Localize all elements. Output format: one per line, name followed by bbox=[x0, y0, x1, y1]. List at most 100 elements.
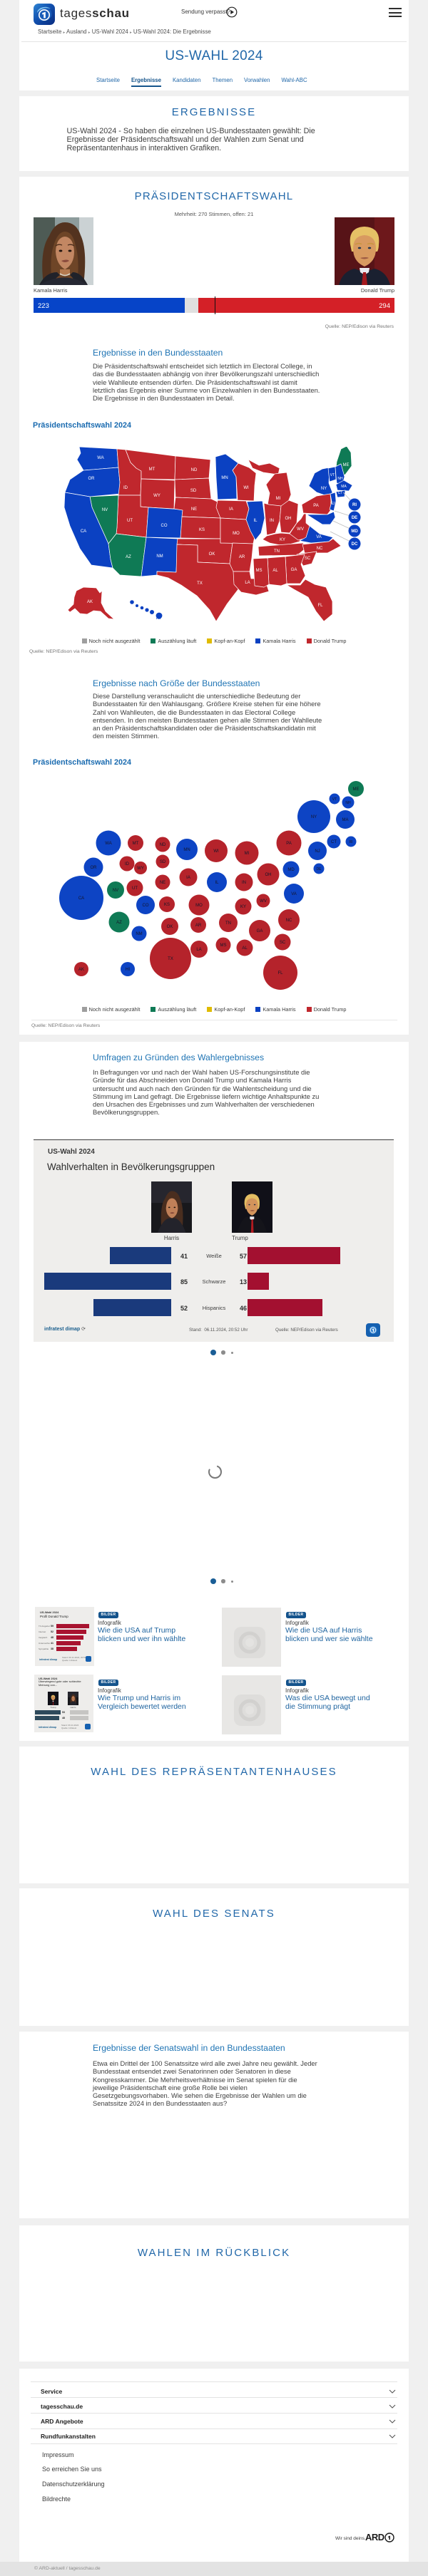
svg-text:AK: AK bbox=[78, 968, 84, 972]
svg-text:OR: OR bbox=[91, 866, 98, 870]
svg-text:PA: PA bbox=[286, 842, 292, 846]
svg-text:TN: TN bbox=[274, 549, 280, 554]
svg-text:AZ: AZ bbox=[126, 555, 131, 559]
svg-text:AL: AL bbox=[272, 569, 278, 573]
svg-text:HI: HI bbox=[156, 616, 160, 621]
svg-text:MN: MN bbox=[221, 476, 228, 480]
svg-text:KS: KS bbox=[164, 903, 170, 907]
svg-text:SD: SD bbox=[160, 860, 166, 864]
svg-text:AR: AR bbox=[195, 924, 202, 928]
svg-text:IN: IN bbox=[242, 881, 246, 885]
svg-text:MS: MS bbox=[220, 943, 227, 948]
svg-text:WV: WV bbox=[297, 527, 304, 532]
svg-text:ME: ME bbox=[343, 463, 350, 467]
svg-text:OK: OK bbox=[167, 925, 173, 929]
svg-text:DC: DC bbox=[352, 542, 358, 547]
svg-text:NM: NM bbox=[156, 554, 163, 559]
svg-text:HI: HI bbox=[126, 968, 130, 972]
svg-text:KY: KY bbox=[240, 905, 246, 909]
svg-text:MS: MS bbox=[256, 569, 263, 573]
svg-text:NC: NC bbox=[286, 919, 292, 923]
svg-text:VA: VA bbox=[291, 892, 297, 896]
svg-text:ND: ND bbox=[160, 843, 166, 847]
svg-text:ME: ME bbox=[353, 787, 360, 792]
svg-text:CA: CA bbox=[78, 896, 84, 901]
svg-text:VA: VA bbox=[316, 535, 322, 539]
svg-text:NH: NH bbox=[337, 477, 343, 481]
svg-text:DE: DE bbox=[352, 516, 357, 520]
svg-text:MT: MT bbox=[149, 467, 156, 472]
svg-text:TN: TN bbox=[225, 921, 231, 926]
svg-text:CT: CT bbox=[338, 491, 343, 495]
svg-text:MI: MI bbox=[245, 852, 250, 856]
svg-text:GA: GA bbox=[291, 568, 297, 572]
svg-text:DE: DE bbox=[317, 867, 322, 871]
svg-text:MT: MT bbox=[133, 842, 139, 846]
svg-text:NE: NE bbox=[160, 881, 165, 885]
svg-text:NH: NH bbox=[345, 801, 351, 805]
svg-text:MD: MD bbox=[351, 529, 358, 534]
svg-text:GA: GA bbox=[257, 929, 263, 933]
svg-text:VT: VT bbox=[332, 797, 337, 802]
svg-text:MA: MA bbox=[341, 485, 347, 489]
svg-text:TX: TX bbox=[197, 581, 203, 586]
svg-text:WA: WA bbox=[97, 456, 103, 460]
svg-text:NV: NV bbox=[102, 508, 108, 512]
svg-text:ID: ID bbox=[125, 862, 130, 867]
svg-text:IA: IA bbox=[186, 876, 190, 880]
svg-text:MO: MO bbox=[233, 532, 240, 536]
svg-text:NV: NV bbox=[113, 889, 118, 893]
svg-text:MA: MA bbox=[342, 818, 349, 822]
svg-text:MD: MD bbox=[287, 868, 295, 872]
svg-text:LA: LA bbox=[245, 581, 250, 585]
svg-text:CT: CT bbox=[331, 840, 337, 844]
svg-text:ND: ND bbox=[191, 468, 198, 472]
svg-text:WY: WY bbox=[153, 494, 160, 498]
svg-text:IL: IL bbox=[253, 519, 258, 523]
svg-text:MO: MO bbox=[195, 904, 203, 908]
svg-text:FL: FL bbox=[317, 604, 323, 608]
svg-text:AR: AR bbox=[239, 555, 245, 559]
svg-text:SD: SD bbox=[190, 489, 197, 493]
svg-text:RI: RI bbox=[350, 840, 353, 844]
svg-text:ID: ID bbox=[123, 486, 128, 490]
svg-text:KS: KS bbox=[199, 528, 205, 532]
svg-text:CO: CO bbox=[143, 904, 149, 908]
svg-text:LA: LA bbox=[196, 948, 201, 952]
svg-text:WY: WY bbox=[137, 867, 144, 871]
svg-text:FL: FL bbox=[277, 971, 283, 976]
svg-text:NY: NY bbox=[321, 487, 327, 491]
svg-text:OR: OR bbox=[88, 477, 96, 481]
svg-text:WV: WV bbox=[260, 899, 267, 904]
svg-text:WI: WI bbox=[213, 849, 219, 854]
svg-text:OH: OH bbox=[285, 517, 292, 521]
svg-text:SC: SC bbox=[280, 941, 286, 945]
svg-text:OK: OK bbox=[209, 552, 215, 557]
svg-text:NY: NY bbox=[311, 815, 317, 819]
svg-text:SC: SC bbox=[305, 557, 311, 561]
svg-text:MN: MN bbox=[183, 848, 190, 852]
svg-text:AZ: AZ bbox=[116, 921, 122, 925]
svg-text:WI: WI bbox=[243, 486, 249, 490]
svg-text:IN: IN bbox=[270, 519, 274, 523]
svg-text:IA: IA bbox=[229, 507, 233, 512]
svg-text:UT: UT bbox=[132, 886, 138, 891]
svg-text:NM: NM bbox=[136, 932, 142, 936]
svg-text:NJ: NJ bbox=[315, 849, 320, 854]
svg-text:NE: NE bbox=[191, 507, 197, 512]
svg-text:IL: IL bbox=[215, 881, 219, 885]
svg-text:NJ: NJ bbox=[330, 502, 335, 506]
svg-text:CO: CO bbox=[161, 524, 168, 528]
svg-text:AL: AL bbox=[242, 946, 248, 951]
svg-text:CA: CA bbox=[81, 529, 86, 534]
svg-text:UT: UT bbox=[127, 519, 133, 523]
svg-text:MI: MI bbox=[276, 497, 281, 501]
svg-text:WA: WA bbox=[105, 842, 111, 846]
svg-text:OH: OH bbox=[265, 873, 272, 877]
svg-text:PA: PA bbox=[313, 504, 319, 508]
svg-text:NC: NC bbox=[317, 547, 323, 551]
svg-text:KY: KY bbox=[280, 538, 285, 542]
svg-text:RI: RI bbox=[352, 503, 357, 507]
svg-text:VT: VT bbox=[330, 473, 335, 477]
svg-text:AK: AK bbox=[87, 600, 93, 604]
